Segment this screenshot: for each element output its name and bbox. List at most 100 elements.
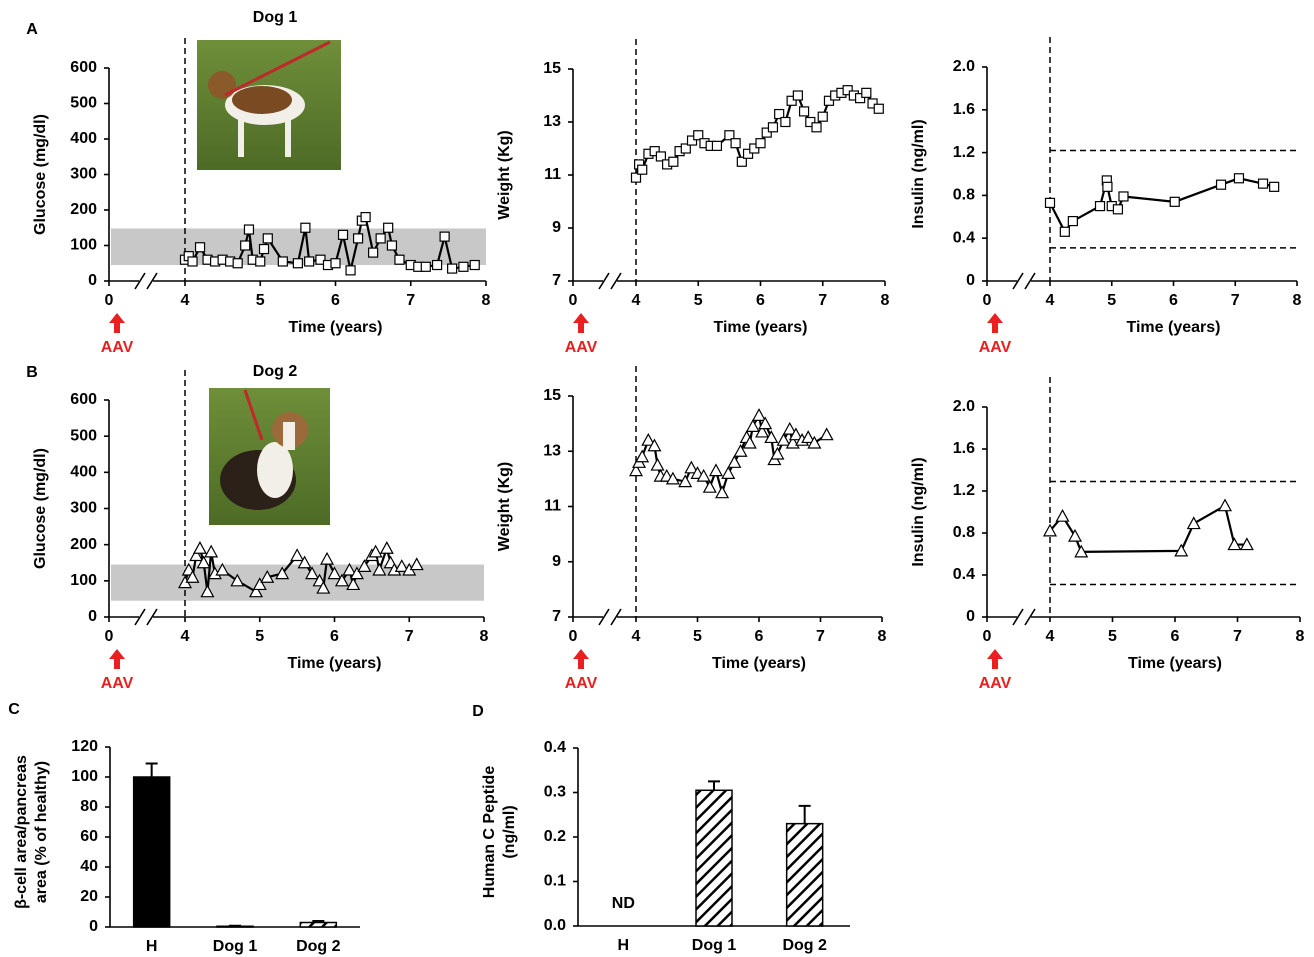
point [801, 430, 816, 444]
x-tick-label: 0 [983, 628, 992, 645]
point [817, 111, 828, 122]
y-axis-title: Glucose (mg/dl) [32, 448, 49, 569]
series-line [1049, 177, 1275, 234]
normal-range [111, 564, 484, 601]
point [394, 559, 409, 572]
x-tick-label: 8 [878, 628, 887, 645]
point [628, 463, 644, 477]
y-tick-label: 0 [88, 272, 97, 289]
point [215, 562, 230, 576]
point [352, 233, 364, 244]
point [708, 463, 723, 477]
aav-label: AAV [101, 339, 134, 356]
y-tick-label: 100 [70, 572, 97, 589]
point [447, 263, 458, 274]
y-tick-label: 80 [80, 798, 98, 815]
y-tick-label: 500 [70, 427, 97, 444]
point [649, 146, 660, 157]
y-axis-title: Insulin (ng/ml) [910, 119, 927, 228]
point [204, 544, 219, 558]
point [758, 416, 773, 430]
point [1169, 196, 1180, 207]
point [469, 259, 480, 271]
x-tick-label: 7 [1231, 292, 1240, 309]
x-tick-label: 0 [569, 628, 578, 645]
point [678, 474, 693, 488]
y-tick-label: 0 [88, 608, 97, 625]
bar [695, 789, 733, 927]
point [275, 566, 290, 580]
y-tick-label: 0 [89, 918, 98, 935]
point [368, 247, 379, 258]
point [277, 256, 288, 267]
x-tick-label: 4 [1046, 628, 1055, 645]
y-tick-label: 100 [71, 768, 98, 785]
point [327, 566, 342, 580]
point [1059, 226, 1070, 237]
point [1067, 528, 1083, 542]
point [360, 212, 371, 223]
y-tick-label: 0.8 [953, 524, 975, 541]
aav-arrow [109, 313, 125, 333]
y-tick-label: 400 [70, 464, 97, 481]
point [185, 569, 200, 583]
point [316, 580, 331, 594]
point [1074, 544, 1089, 558]
point [711, 140, 723, 151]
x-tick-label: 5 [693, 628, 702, 645]
point [349, 566, 364, 580]
point [630, 172, 642, 183]
x-axis-title: Time (years) [712, 655, 806, 672]
y-tick-label: 0 [966, 608, 975, 625]
axis-break [1024, 272, 1036, 290]
x-tick-label: Dog 2 [782, 937, 827, 954]
y-axis-title: Glucose (mg/dl) [32, 114, 49, 235]
point [733, 443, 748, 457]
x-tick-label: 4 [181, 628, 190, 645]
y-tick-label: 40 [80, 858, 98, 875]
point [637, 164, 648, 175]
point [240, 240, 251, 251]
point [693, 130, 704, 141]
point [854, 93, 866, 104]
point [334, 573, 349, 587]
x-axis-title: Time (years) [288, 655, 382, 672]
x-tick-label: 6 [331, 292, 340, 309]
point [342, 562, 357, 576]
point [252, 577, 267, 591]
aav-label: AAV [101, 675, 134, 692]
point [258, 243, 270, 255]
x-tick-label: 8 [480, 628, 489, 645]
point [696, 468, 711, 482]
x-tick-label: 5 [256, 292, 265, 309]
series-line [1049, 504, 1247, 554]
error-bar [145, 762, 158, 777]
point [1233, 173, 1245, 184]
point [337, 229, 349, 240]
point [665, 471, 680, 485]
axis-break [598, 272, 610, 290]
point [641, 432, 656, 446]
axis-break [146, 608, 158, 626]
x-tick-label: 0 [105, 292, 114, 309]
axis-break [610, 272, 622, 290]
y-tick-label: 11 [544, 498, 561, 515]
dog-1-photo [197, 40, 341, 170]
point [764, 430, 779, 444]
point [786, 95, 797, 106]
point [668, 156, 679, 167]
point [320, 551, 335, 565]
point [368, 544, 383, 558]
y-tick-label: 2.0 [953, 398, 975, 415]
y-tick-label: 7 [552, 272, 561, 289]
x-tick-label: 4 [632, 292, 641, 309]
point [262, 233, 273, 244]
point [375, 233, 386, 244]
x-tick-label: 6 [1171, 628, 1180, 645]
y-axis-title: (ng/ml) [501, 805, 518, 858]
point [194, 242, 206, 253]
x-tick-label: 5 [255, 628, 264, 645]
point [774, 108, 785, 120]
chart-title: Dog 1 [253, 9, 298, 26]
error-bar [798, 804, 811, 824]
